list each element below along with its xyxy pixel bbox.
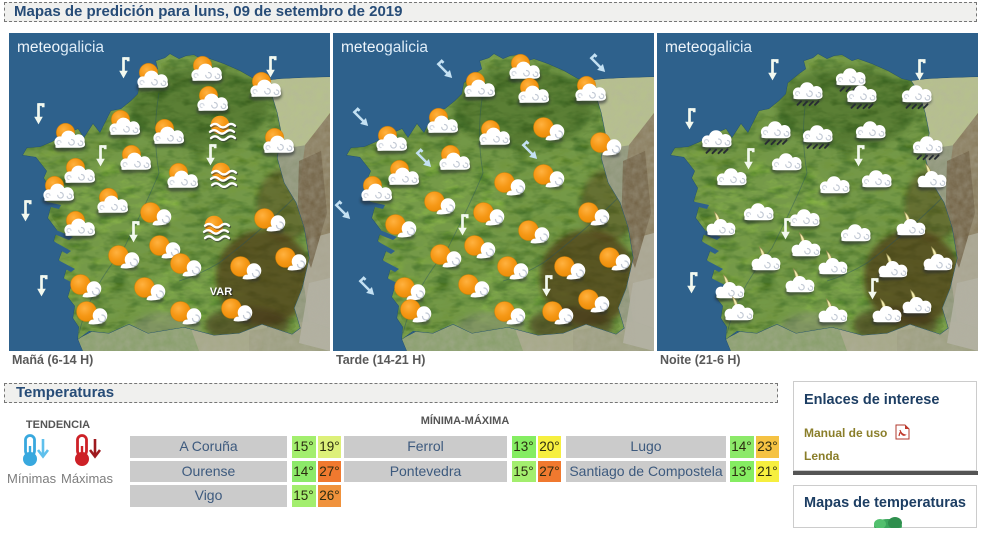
svg-text:meteogalicia: meteogalicia: [341, 39, 428, 56]
svg-text:meteogalicia: meteogalicia: [665, 39, 752, 56]
svg-text:VAR: VAR: [210, 286, 232, 298]
svg-text:meteogalicia: meteogalicia: [17, 39, 104, 56]
